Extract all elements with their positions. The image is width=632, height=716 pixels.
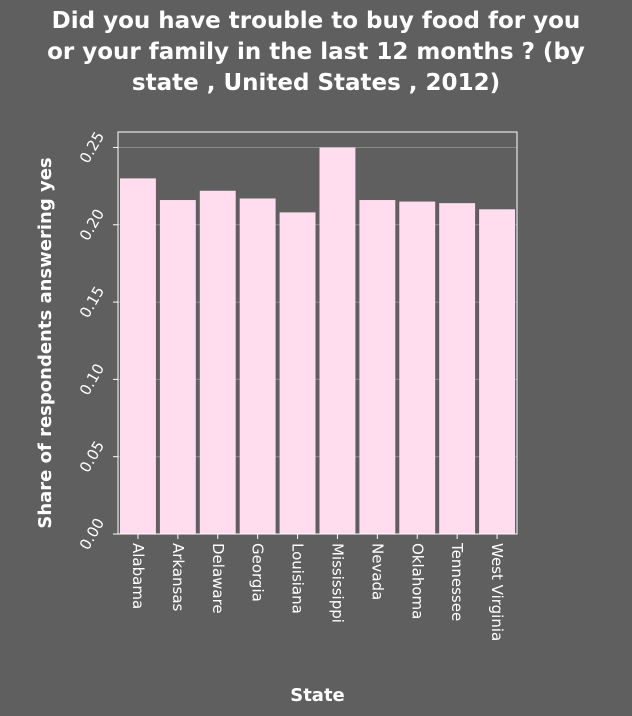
y-tick-label: 0.25 — [76, 128, 108, 166]
bar-delaware — [199, 190, 236, 534]
bar-georgia — [239, 198, 276, 534]
x-axis-ticks: Alabama Arkansas Delaware Georgia Louisiana M… — [129, 534, 506, 641]
y-tick-label: 0.20 — [76, 206, 108, 244]
x-tick-label: Nevada — [368, 543, 386, 600]
x-tick-label: Georgia — [249, 543, 267, 602]
x-tick-label: Arkansas — [169, 543, 187, 612]
y-tick-label: 0.10 — [76, 360, 108, 398]
y-tick-label: 0.05 — [76, 438, 108, 476]
bar-oklahoma — [399, 201, 436, 535]
bar-west-virginia — [479, 209, 516, 535]
x-tick-label: Louisiana — [289, 543, 307, 614]
bar-tennessee — [439, 203, 476, 534]
x-tick-label: Alabama — [129, 543, 147, 609]
bar-louisiana — [279, 212, 316, 534]
x-axis-label: State — [290, 685, 345, 706]
y-tick-label: 0.00 — [76, 515, 108, 553]
bar-alabama — [119, 178, 156, 534]
y-axis-ticks: 0.00 0.05 0.10 0.15 0.20 0.25 — [76, 128, 118, 553]
x-tick-label: Tennessee — [448, 542, 466, 621]
y-axis-label: Share of respondents answering yes — [35, 157, 56, 528]
x-tick-label: West Virginia — [488, 543, 506, 641]
x-tick-label: Delaware — [209, 543, 227, 614]
x-tick-label: Oklahoma — [408, 543, 426, 619]
chart-title: Did you have trouble to buy food for you… — [47, 8, 585, 96]
y-tick-label: 0.15 — [76, 283, 108, 321]
bar-mississippi — [319, 147, 356, 534]
bar-arkansas — [159, 200, 196, 534]
bar-nevada — [359, 200, 396, 534]
plot-frame — [117, 131, 518, 535]
bars — [119, 147, 516, 535]
x-tick-label: Mississippi — [328, 543, 346, 623]
